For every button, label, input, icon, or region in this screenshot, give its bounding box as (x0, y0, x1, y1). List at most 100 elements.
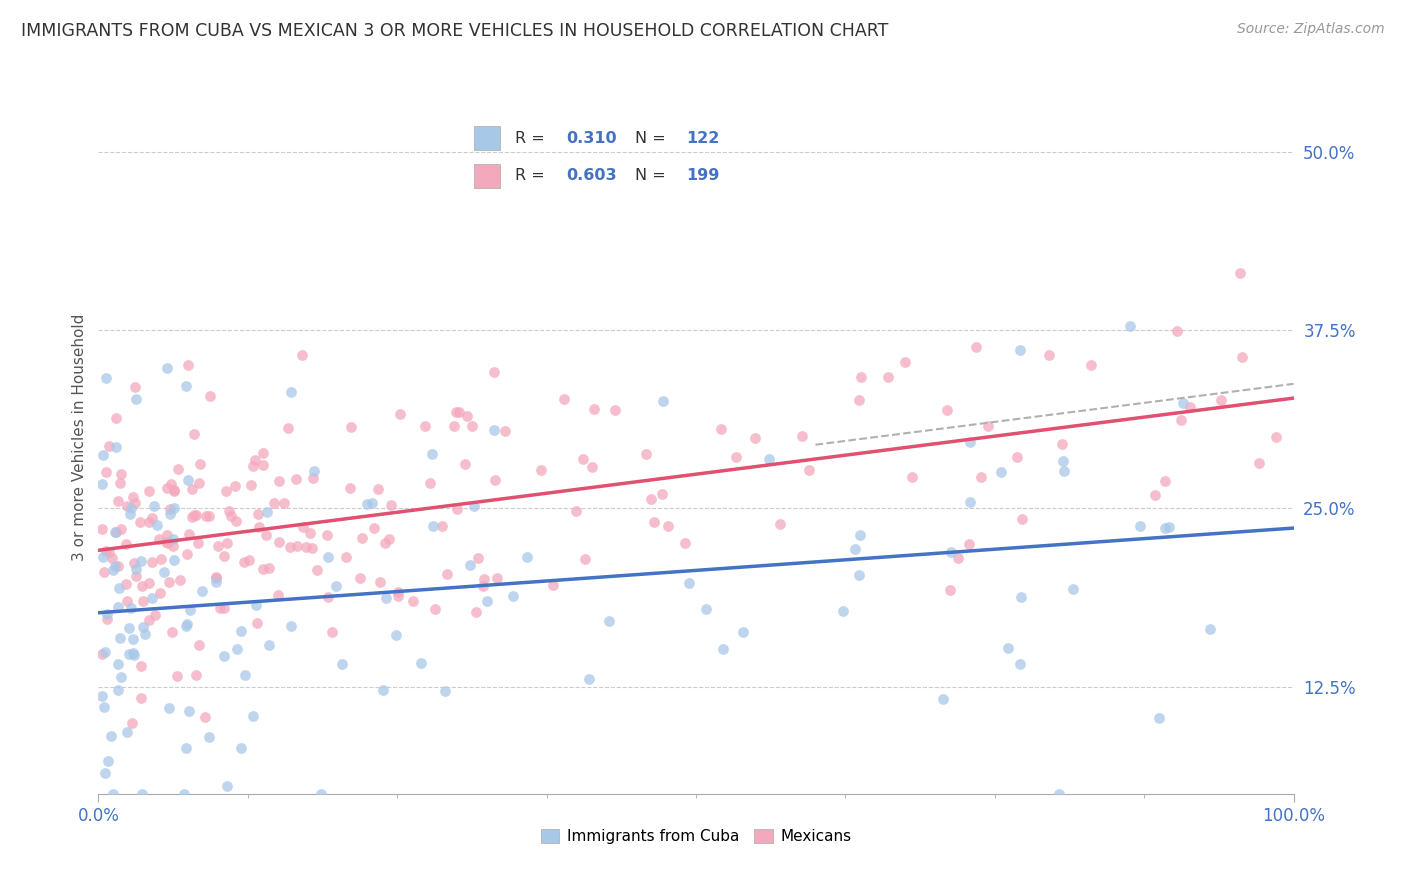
Point (273, 496, 295, 510)
Point (1050, 437, 1073, 451)
Point (231, 741, 253, 756)
Point (177, 704, 200, 718)
Point (110, 522, 132, 536)
Point (215, 484, 238, 499)
Point (138, 576, 160, 591)
Point (174, 740, 197, 755)
Point (91, 522, 114, 536)
Point (1154, 475, 1177, 489)
Point (120, 500, 142, 515)
Point (212, 601, 235, 615)
Point (475, 594, 498, 608)
Point (959, 494, 981, 508)
Point (118, 648, 141, 662)
Point (1198, 623, 1220, 637)
Point (115, 594, 138, 608)
Point (1119, 318, 1142, 333)
Point (194, 710, 217, 724)
Point (252, 446, 274, 460)
Point (108, 581, 131, 595)
Point (257, 638, 280, 652)
Point (375, 591, 398, 605)
Point (844, 541, 866, 556)
Point (93, 565, 115, 579)
Point (291, 348, 314, 362)
Point (277, 421, 299, 435)
Point (94, 371, 117, 385)
Point (299, 526, 322, 541)
Point (598, 614, 620, 628)
Point (1010, 590, 1032, 604)
Point (302, 464, 325, 478)
Point (186, 668, 208, 682)
Point (1178, 400, 1201, 414)
Legend: Immigrants from Cuba, Mexicans: Immigrants from Cuba, Mexicans (534, 823, 858, 850)
Point (316, 528, 339, 542)
Point (129, 690, 152, 705)
Point (467, 550, 489, 565)
Point (101, 551, 124, 566)
Point (159, 476, 181, 491)
Point (301, 541, 323, 555)
Point (198, 509, 221, 524)
Point (1052, 454, 1074, 468)
Point (233, 555, 256, 569)
Point (486, 572, 509, 586)
Text: IMMIGRANTS FROM CUBA VS MEXICAN 3 OR MORE VEHICLES IN HOUSEHOLD CORRELATION CHAR: IMMIGRANTS FROM CUBA VS MEXICAN 3 OR MOR… (21, 22, 889, 40)
Point (724, 450, 747, 464)
Point (218, 504, 240, 518)
Point (131, 787, 153, 801)
Point (138, 515, 160, 529)
Point (849, 370, 872, 384)
Point (543, 578, 565, 592)
Point (530, 463, 553, 477)
Point (285, 472, 308, 486)
Point (267, 534, 290, 549)
Point (239, 477, 262, 491)
Point (131, 594, 153, 608)
Point (1129, 519, 1152, 533)
Point (832, 604, 855, 618)
Point (198, 389, 221, 403)
Point (191, 583, 214, 598)
Point (148, 532, 170, 546)
Point (578, 672, 600, 686)
Point (254, 528, 277, 542)
Point (224, 479, 246, 493)
Point (91, 647, 114, 661)
Point (125, 562, 148, 576)
Point (163, 483, 186, 498)
Point (790, 429, 813, 443)
Point (124, 569, 146, 583)
Point (267, 474, 290, 488)
Point (97, 545, 120, 559)
Point (217, 779, 239, 793)
Point (180, 483, 202, 497)
Point (422, 519, 444, 533)
Point (104, 559, 127, 574)
Point (316, 590, 339, 604)
Point (946, 550, 969, 565)
Point (174, 378, 197, 392)
Point (143, 608, 166, 623)
Point (1264, 429, 1286, 443)
Point (849, 528, 872, 542)
Point (939, 583, 962, 598)
Point (91, 550, 114, 565)
Point (378, 532, 401, 546)
Point (1005, 450, 1028, 464)
Point (104, 411, 127, 425)
Point (115, 536, 138, 550)
Point (91, 476, 114, 491)
Y-axis label: 3 or more Vehicles in Household: 3 or more Vehicles in Household (72, 313, 87, 561)
Point (100, 729, 122, 743)
Point (252, 562, 274, 576)
Point (678, 576, 700, 591)
Point (219, 509, 242, 524)
Point (339, 481, 361, 495)
Point (129, 554, 152, 568)
Point (432, 518, 454, 533)
Point (848, 392, 870, 407)
Point (1010, 657, 1032, 671)
Point (120, 601, 142, 615)
